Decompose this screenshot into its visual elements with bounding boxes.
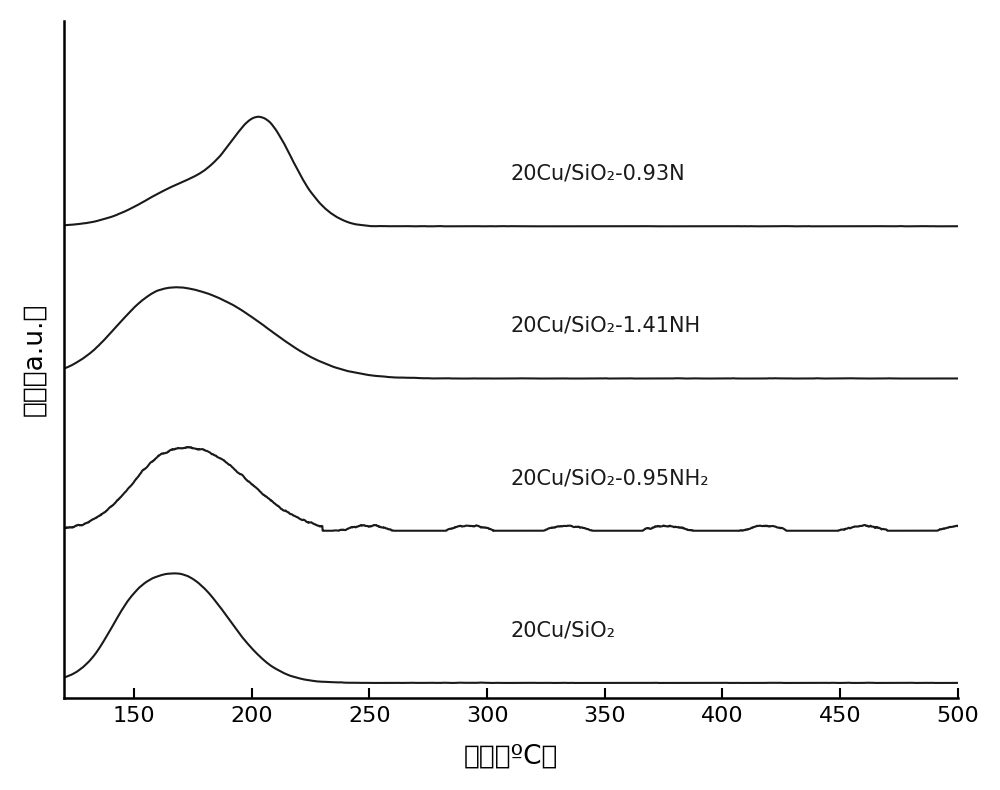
X-axis label: 温度（ºC）: 温度（ºC）: [463, 743, 558, 769]
Text: 20Cu/SiO₂: 20Cu/SiO₂: [511, 620, 616, 641]
Y-axis label: 强度（a.u.）: 强度（a.u.）: [21, 303, 47, 416]
Text: 20Cu/SiO₂-0.93N: 20Cu/SiO₂-0.93N: [511, 164, 685, 184]
Text: 20Cu/SiO₂-1.41NH: 20Cu/SiO₂-1.41NH: [511, 316, 701, 336]
Text: 20Cu/SiO₂-0.95NH₂: 20Cu/SiO₂-0.95NH₂: [511, 468, 709, 488]
